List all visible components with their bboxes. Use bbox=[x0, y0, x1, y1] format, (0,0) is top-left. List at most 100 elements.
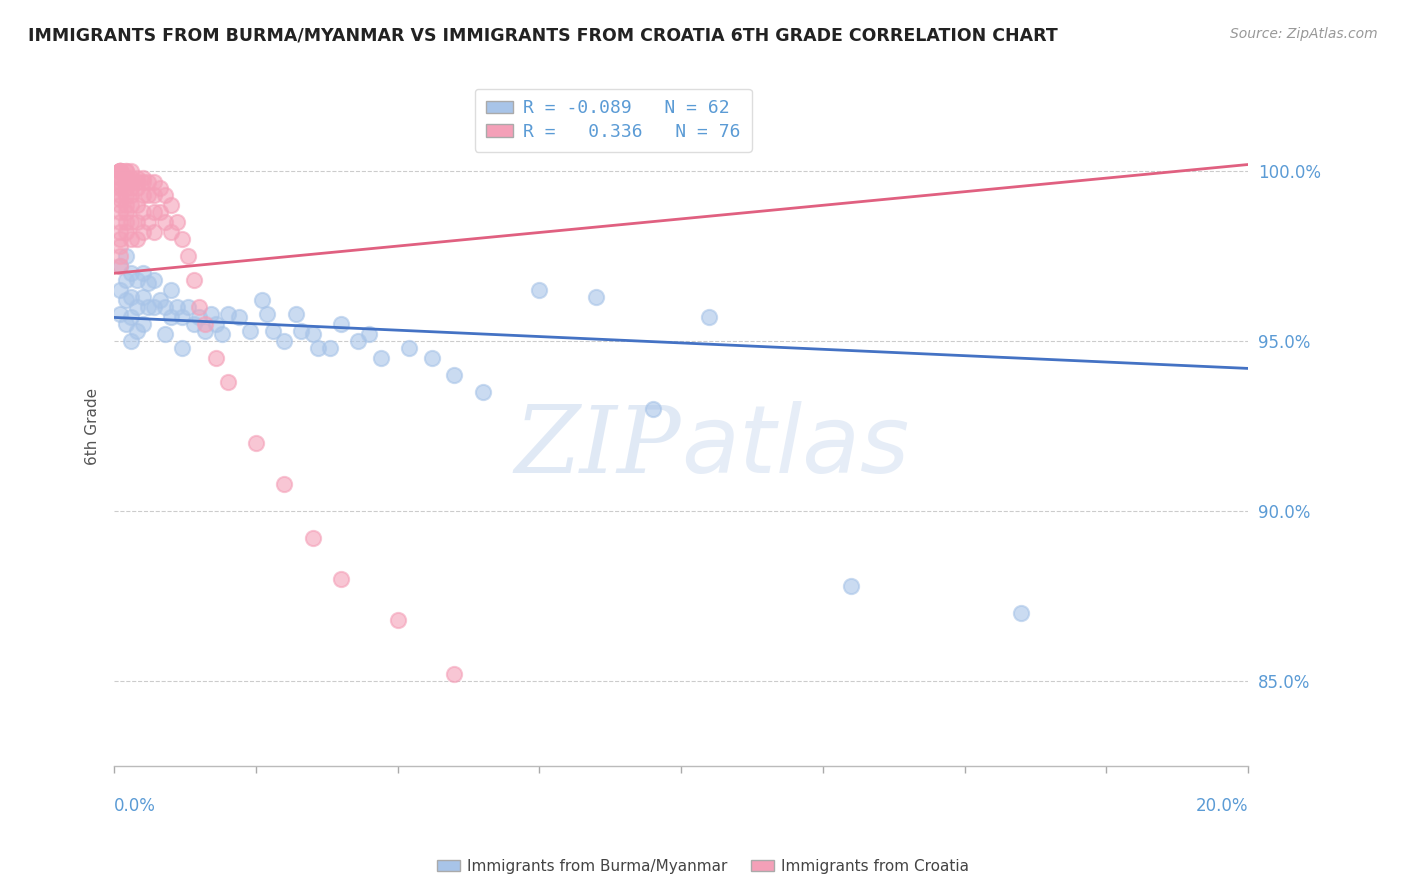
Point bbox=[131, 174, 153, 188]
Point bbox=[114, 273, 136, 287]
Point bbox=[194, 317, 217, 331]
Point bbox=[205, 351, 228, 366]
Point bbox=[211, 327, 233, 342]
Point bbox=[347, 334, 370, 349]
Point bbox=[125, 215, 148, 229]
Point bbox=[136, 215, 159, 229]
Point bbox=[136, 174, 159, 188]
Point bbox=[136, 300, 159, 314]
Point bbox=[114, 181, 136, 195]
Point bbox=[108, 232, 131, 246]
Point bbox=[114, 205, 136, 219]
Point bbox=[108, 188, 131, 202]
Point bbox=[148, 293, 170, 308]
Text: Source: ZipAtlas.com: Source: ZipAtlas.com bbox=[1230, 27, 1378, 41]
Point bbox=[1010, 606, 1032, 620]
Point bbox=[217, 375, 239, 389]
Point bbox=[125, 273, 148, 287]
Point bbox=[155, 188, 177, 202]
Text: 0.0%: 0.0% bbox=[114, 797, 156, 814]
Point bbox=[120, 334, 142, 349]
Point bbox=[108, 283, 131, 297]
Point bbox=[443, 667, 465, 681]
Point bbox=[114, 215, 136, 229]
Point bbox=[370, 351, 392, 366]
Point bbox=[142, 205, 165, 219]
Point bbox=[301, 327, 323, 342]
Point bbox=[108, 249, 131, 263]
Legend: R = -0.089   N = 62, R =   0.336   N = 76: R = -0.089 N = 62, R = 0.336 N = 76 bbox=[475, 88, 752, 152]
Point bbox=[245, 436, 267, 450]
Text: IMMIGRANTS FROM BURMA/MYANMAR VS IMMIGRANTS FROM CROATIA 6TH GRADE CORRELATION C: IMMIGRANTS FROM BURMA/MYANMAR VS IMMIGRA… bbox=[28, 27, 1057, 45]
Point bbox=[120, 310, 142, 325]
Point bbox=[131, 290, 153, 304]
Point bbox=[108, 171, 131, 186]
Point bbox=[160, 226, 183, 240]
Point bbox=[120, 171, 142, 186]
Point bbox=[217, 307, 239, 321]
Point bbox=[329, 317, 352, 331]
Point bbox=[120, 188, 142, 202]
Point bbox=[114, 164, 136, 178]
Point bbox=[529, 283, 551, 297]
Point bbox=[114, 249, 136, 263]
Point bbox=[273, 334, 295, 349]
Point bbox=[284, 307, 307, 321]
Point bbox=[290, 324, 312, 338]
Point bbox=[183, 317, 205, 331]
Point bbox=[471, 385, 494, 400]
Point bbox=[359, 327, 381, 342]
Point bbox=[120, 215, 142, 229]
Point bbox=[301, 532, 323, 546]
Text: 20.0%: 20.0% bbox=[1195, 797, 1249, 814]
Point bbox=[125, 171, 148, 186]
Point bbox=[188, 300, 211, 314]
Point bbox=[329, 572, 352, 586]
Point bbox=[125, 181, 148, 195]
Point bbox=[420, 351, 443, 366]
Point bbox=[125, 174, 148, 188]
Text: atlas: atlas bbox=[681, 401, 910, 492]
Point bbox=[131, 226, 153, 240]
Point bbox=[108, 181, 131, 195]
Point bbox=[136, 188, 159, 202]
Point bbox=[108, 178, 131, 192]
Point bbox=[136, 277, 159, 291]
Point bbox=[131, 188, 153, 202]
Point bbox=[256, 307, 278, 321]
Point bbox=[318, 341, 340, 355]
Legend: Immigrants from Burma/Myanmar, Immigrants from Croatia: Immigrants from Burma/Myanmar, Immigrant… bbox=[430, 853, 976, 880]
Point bbox=[120, 232, 142, 246]
Point bbox=[114, 188, 136, 202]
Point bbox=[114, 164, 136, 178]
Point bbox=[155, 215, 177, 229]
Point bbox=[183, 273, 205, 287]
Point bbox=[108, 164, 131, 178]
Point bbox=[108, 164, 131, 178]
Point bbox=[108, 260, 131, 274]
Point bbox=[120, 290, 142, 304]
Point bbox=[142, 300, 165, 314]
Point bbox=[114, 226, 136, 240]
Point bbox=[108, 192, 131, 206]
Point bbox=[125, 300, 148, 314]
Point bbox=[120, 198, 142, 212]
Point bbox=[307, 341, 329, 355]
Point bbox=[108, 205, 131, 219]
Point bbox=[194, 324, 217, 338]
Point bbox=[125, 324, 148, 338]
Point bbox=[131, 171, 153, 186]
Point bbox=[585, 290, 607, 304]
Point bbox=[108, 260, 131, 274]
Point bbox=[114, 293, 136, 308]
Point bbox=[125, 232, 148, 246]
Point bbox=[108, 164, 131, 178]
Point bbox=[250, 293, 273, 308]
Text: ZIP: ZIP bbox=[515, 401, 681, 491]
Point bbox=[131, 266, 153, 280]
Point bbox=[398, 341, 420, 355]
Point bbox=[148, 181, 170, 195]
Point bbox=[155, 327, 177, 342]
Point bbox=[239, 324, 262, 338]
Point bbox=[387, 613, 409, 627]
